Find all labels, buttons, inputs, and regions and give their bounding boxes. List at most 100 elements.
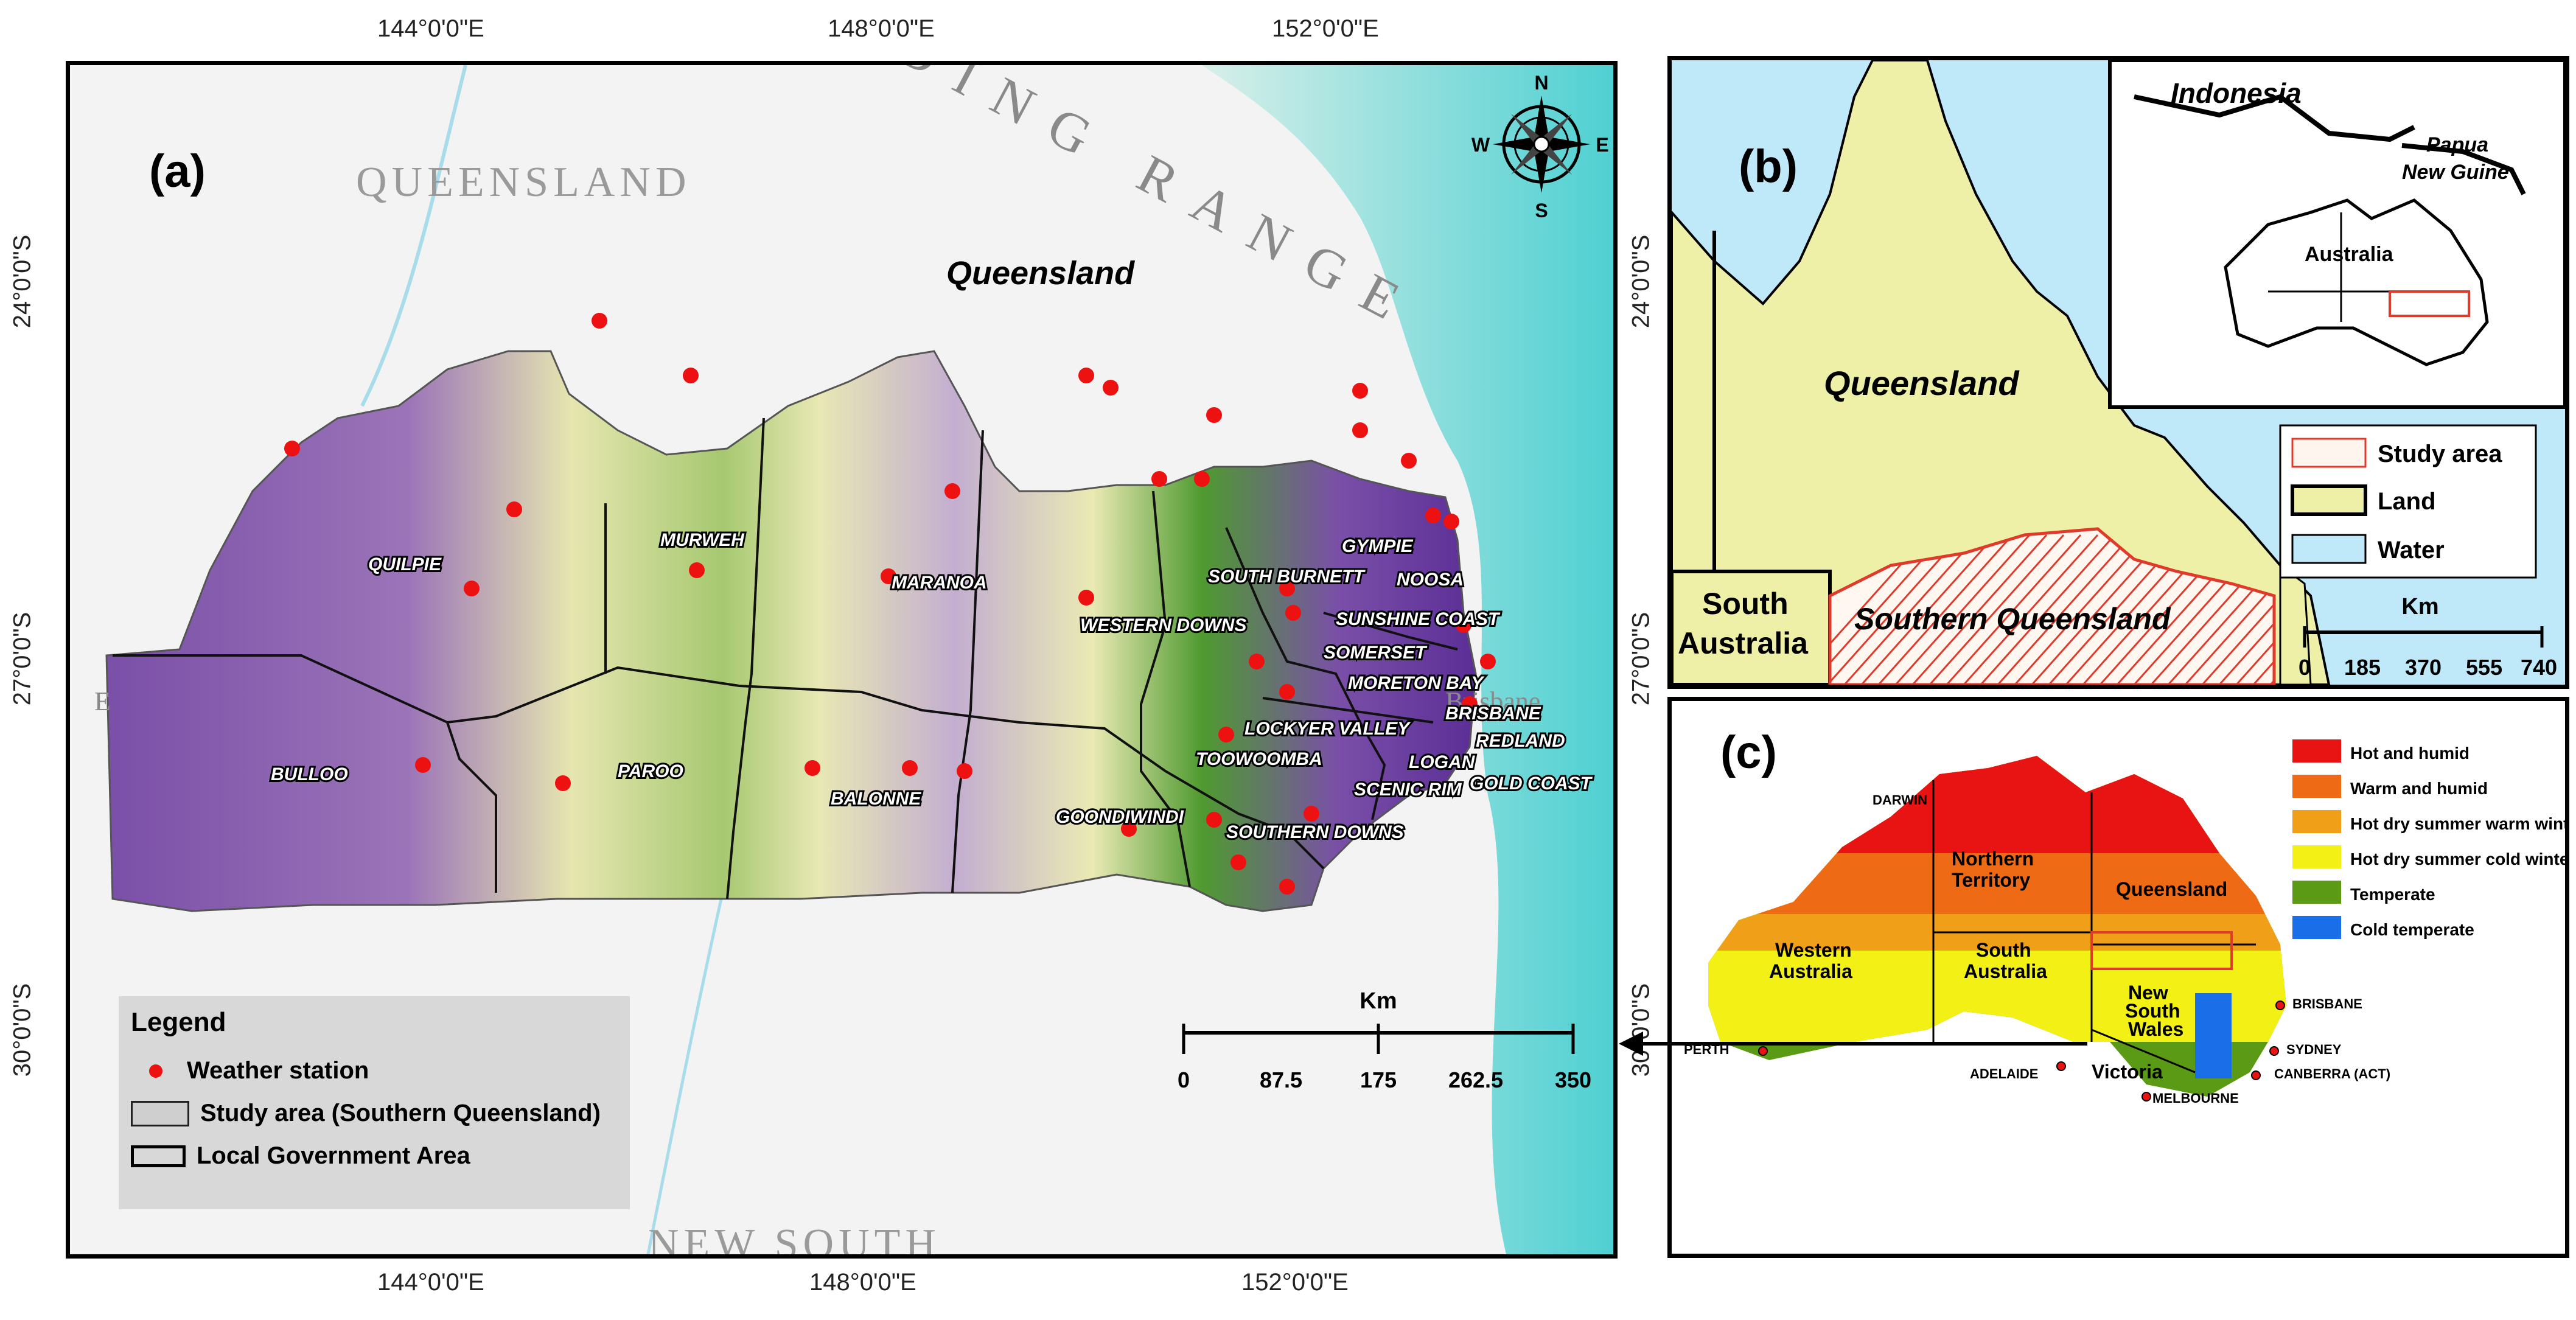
legend-label: Cold temperate	[2350, 920, 2474, 939]
svg-text:740: 740	[2521, 655, 2557, 680]
scale-tick-a-4: 350	[1555, 1067, 1591, 1092]
weather-station-dot	[1103, 380, 1119, 396]
scale-tick-a-1: 87.5	[1260, 1067, 1302, 1092]
lga-gold-coast: GOLD COAST	[1470, 773, 1593, 794]
svg-text:CANBERRA (ACT): CANBERRA (ACT)	[2274, 1066, 2390, 1081]
coord-left-30: 30°0'0"S	[9, 983, 36, 1077]
coord-left-24: 24°0'0"S	[9, 234, 36, 329]
svg-text:DARWIN: DARWIN	[1873, 792, 1927, 808]
legend-item-station: Weather station	[131, 1057, 369, 1084]
study-area-c	[2090, 931, 2233, 970]
weather-station-dot	[592, 313, 607, 329]
coord-left-27: 27°0'0"S	[9, 612, 36, 706]
weather-station-dot	[1401, 453, 1417, 469]
study-area-hatch-lines	[1830, 534, 2274, 685]
compass-rose-icon: N S E W	[1471, 72, 1609, 222]
svg-text:370: 370	[2405, 655, 2442, 680]
svg-text:New: New	[2128, 982, 2168, 1004]
weather-station-dot	[683, 368, 699, 383]
legend-label: Hot and humid	[2350, 744, 2470, 763]
svg-text:ADELAIDE: ADELAIDE	[1970, 1066, 2038, 1081]
lga-labels: QUILPIE MURWEH MARANOA WESTERN DOWNS SOU…	[269, 528, 1595, 844]
svg-text:Queensland: Queensland	[2116, 878, 2227, 900]
coral-sea	[1202, 65, 1613, 1254]
panel-a-study-area-map: QUEENSLAND DING RANGE NEW SOUTH Brisbane…	[66, 61, 1618, 1259]
gray-box-icon	[131, 1100, 189, 1126]
lga-boundaries	[113, 417, 1458, 899]
panel-c-climate-map: (c) Northern Territory Queensland Wester…	[1667, 697, 2569, 1258]
scale-unit-a: Km	[1360, 988, 1397, 1014]
compass-e: E	[1596, 134, 1608, 156]
lga-redland: REDLAND	[1476, 731, 1565, 751]
weather-station-dot	[902, 760, 918, 776]
weather-station-dot	[944, 483, 960, 499]
svg-text:MELBOURNE: MELBOURNE	[2152, 1091, 2239, 1106]
svg-text:555: 555	[2466, 655, 2502, 680]
svg-text:Km: Km	[2401, 594, 2438, 620]
legend-b-water: Water	[2378, 537, 2445, 564]
panel-a-label: (a)	[149, 145, 206, 197]
weather-station-dot	[1285, 605, 1301, 621]
weather-station-dot	[1078, 368, 1094, 383]
legend-b-land: Land	[2378, 488, 2436, 515]
weather-station-dot	[805, 760, 820, 776]
lga-scenic-rim: SCENIC RIM	[1354, 780, 1462, 800]
weather-station-dot	[555, 775, 571, 791]
weather-station-dot	[881, 568, 896, 584]
weather-station-dot	[1230, 854, 1246, 870]
lga-moreton-bay: MORETON BAY	[1348, 673, 1485, 693]
svg-text:Wales: Wales	[2128, 1018, 2183, 1040]
weather-station-dot	[1425, 508, 1441, 523]
compass-s: S	[1535, 200, 1548, 222]
inset-map: Indonesia Papua New Guine Australia	[2108, 60, 2565, 409]
inset-australia: Australia	[2305, 243, 2394, 266]
lga-quilpie: QUILPIE	[368, 554, 442, 574]
svg-text:Victoria: Victoria	[2092, 1061, 2163, 1083]
weather-station-dot	[1206, 812, 1222, 828]
legend-label: Hot dry summer warm winter	[2350, 814, 2565, 833]
red-dot-icon	[149, 1064, 162, 1078]
coord-bottom-148: 148°0'0"E	[809, 1269, 916, 1296]
weather-station-dot	[1456, 617, 1471, 633]
lga-toowoomba: TOOWOOMBA	[1196, 749, 1322, 769]
lga-paroo: PAROO	[618, 761, 683, 781]
inset-indonesia: Indonesia	[2171, 77, 2302, 109]
legend-item-lga: Local Government Area	[131, 1142, 470, 1170]
weather-station-dot	[1194, 471, 1210, 487]
legend-swatch	[2292, 810, 2341, 833]
label-south-b: South	[1702, 587, 1789, 621]
weather-station-dot	[1352, 383, 1368, 399]
coord-bottom-144: 144°0'0"E	[377, 1269, 484, 1296]
lga-noosa: NOOSA	[1397, 570, 1464, 590]
legend-title: Legend	[131, 1007, 226, 1037]
inset-papua: Papua	[2426, 133, 2488, 156]
lga-goondiwindi: GOONDIWINDI	[1056, 807, 1184, 827]
weather-station-dot	[1218, 727, 1234, 742]
lga-logan: LOGAN	[1409, 752, 1476, 772]
study-area-polygon	[105, 350, 1477, 912]
lga-brisbane: BRISBANE	[1445, 704, 1541, 724]
indonesia-shape	[2134, 94, 2415, 142]
svg-text:South: South	[1976, 939, 2031, 961]
legend-swatch	[2292, 739, 2341, 763]
legend-swatch	[2292, 881, 2341, 904]
svg-text:PERTH: PERTH	[1684, 1042, 1730, 1057]
legend-c: Hot and humid Warm and humid Hot dry summe…	[2292, 739, 2565, 939]
weather-station-dot	[1480, 654, 1496, 669]
coord-bottom-152: 152°0'0"E	[1241, 1269, 1349, 1296]
weather-station-dot	[1279, 684, 1295, 700]
lga-bulloo: BULLOO	[271, 764, 348, 784]
legend-item-study-area: Study area (Southern Queensland)	[131, 1100, 601, 1127]
scale-tick-a-2: 175	[1360, 1067, 1397, 1092]
compass-n: N	[1534, 72, 1548, 94]
coord-b-27: 27°0'0"S	[1627, 612, 1655, 706]
weather-station-dot	[415, 757, 431, 773]
weather-station-dot	[689, 562, 705, 578]
coord-c-30: 30°0'0"S	[1627, 983, 1655, 1077]
panel-c-label: (c)	[1720, 727, 1777, 778]
scale-tick-a-0: 0	[1178, 1067, 1190, 1092]
weather-stations	[284, 313, 1496, 895]
coord-top-144: 144°0'0"E	[377, 15, 484, 42]
weather-station-dot	[957, 763, 972, 779]
basemap-e-label: E	[94, 686, 111, 716]
